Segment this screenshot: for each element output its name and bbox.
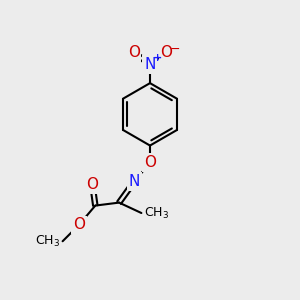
Text: CH$_3$: CH$_3$ bbox=[144, 206, 169, 220]
Text: N: N bbox=[129, 174, 140, 189]
Text: N: N bbox=[144, 57, 156, 72]
Text: O: O bbox=[160, 45, 172, 60]
Text: −: − bbox=[170, 43, 181, 56]
Text: O: O bbox=[86, 177, 98, 192]
Text: O: O bbox=[128, 45, 140, 60]
Text: O: O bbox=[144, 155, 156, 170]
Text: O: O bbox=[73, 218, 85, 232]
Text: CH$_3$: CH$_3$ bbox=[35, 234, 60, 249]
Text: +: + bbox=[153, 53, 162, 63]
